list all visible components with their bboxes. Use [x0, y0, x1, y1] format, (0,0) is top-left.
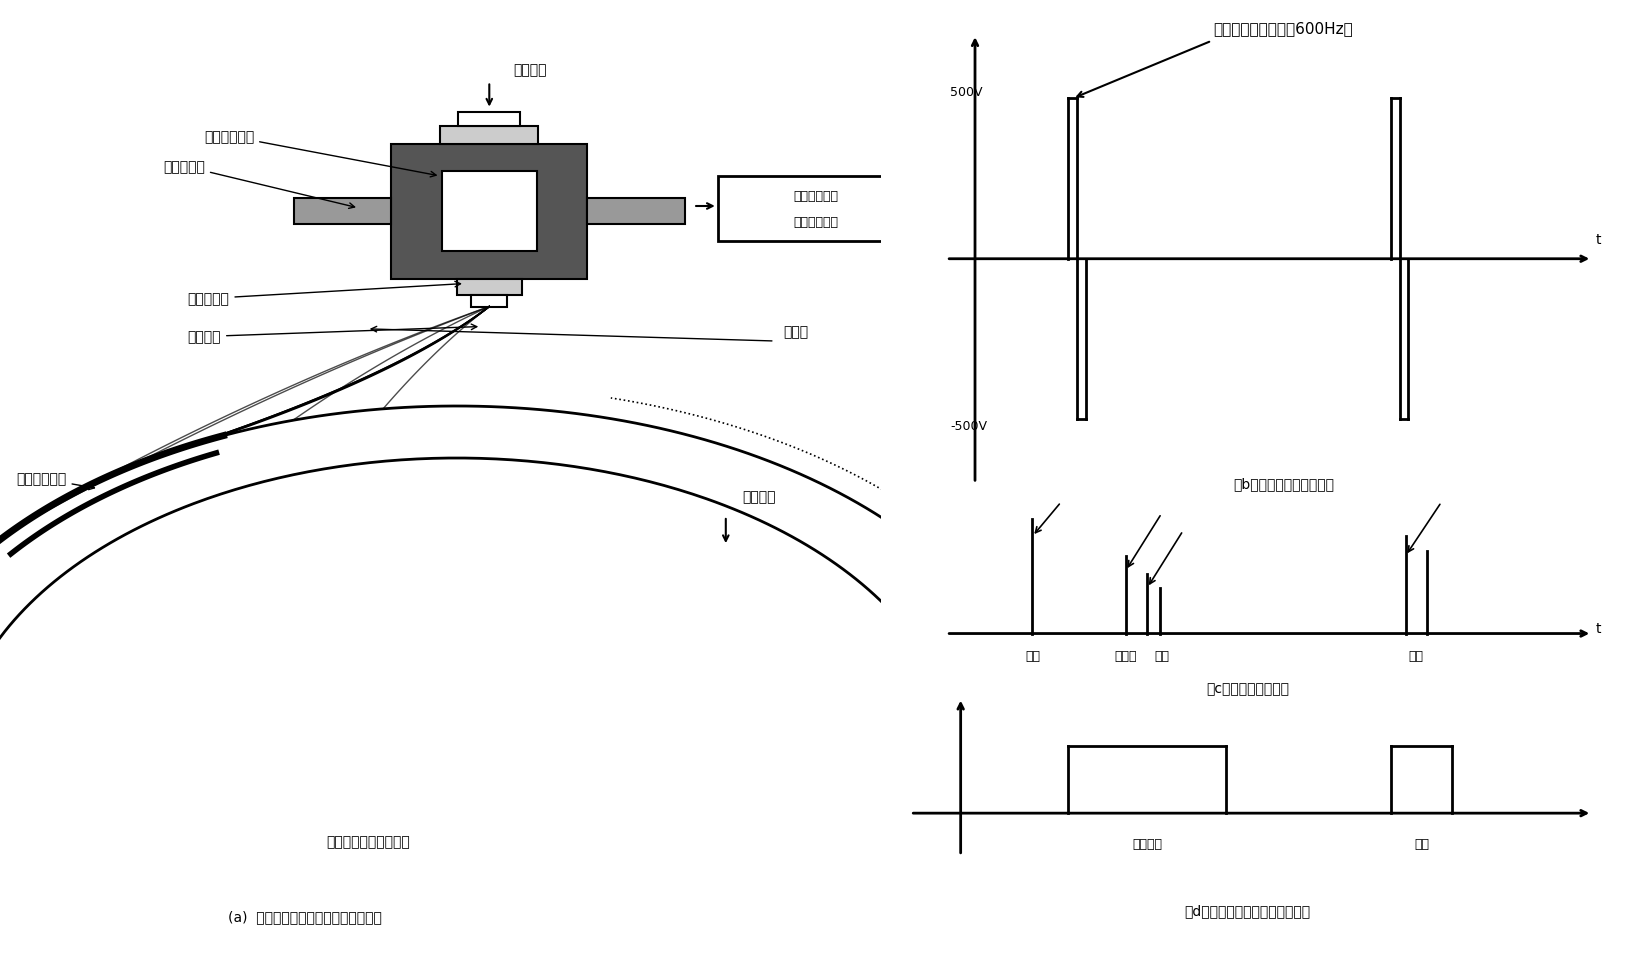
Text: 超声发射电路: 超声发射电路 [792, 190, 838, 203]
Text: 界面波: 界面波 [1113, 649, 1136, 662]
Text: 超声接收电路: 超声接收电路 [792, 216, 838, 229]
Bar [442, 172, 536, 252]
Bar [717, 177, 913, 242]
Bar [458, 112, 520, 126]
Text: 管体折叠缺陷: 管体折叠缺陷 [16, 472, 95, 490]
Text: 钉管的偏心和壁厚不均: 钉管的偏心和壁厚不均 [326, 834, 409, 849]
Text: t: t [1594, 234, 1601, 247]
Text: 500V: 500V [949, 86, 981, 99]
Text: 针酸锄晶片: 针酸锄晶片 [187, 282, 460, 307]
Text: (a)  旋转噴淋耦合波超声测厚技术原理: (a) 旋转噴淋耦合波超声测厚技术原理 [228, 909, 381, 923]
Text: 超声波: 超声波 [782, 325, 807, 338]
Text: 主波: 主波 [1024, 649, 1040, 662]
Bar [587, 199, 685, 225]
Text: -500V: -500V [949, 420, 986, 432]
Text: 超声探头: 超声探头 [513, 63, 548, 78]
Bar [293, 199, 391, 225]
Text: （c）探头输出的信号: （c）探头输出的信号 [1206, 681, 1288, 696]
Text: 正常壁厚: 正常壁厚 [1131, 837, 1162, 850]
Text: （b）宽度极窄的激发脉冲: （b）宽度极窄的激发脉冲 [1232, 477, 1333, 491]
Text: t: t [1594, 621, 1601, 635]
Text: 冲击函数激发信号（600Hz）: 冲击函数激发信号（600Hz） [1213, 21, 1353, 37]
Bar [456, 280, 522, 295]
Text: 两侧进水口: 两侧进水口 [163, 160, 354, 209]
Text: 回波: 回波 [1154, 649, 1169, 662]
Text: 折叠: 折叠 [1413, 837, 1428, 850]
Bar [471, 295, 507, 308]
Text: （d）鑉管壁厚的厚度和折叠脉冲: （d）鑉管壁厚的厚度和折叠脉冲 [1183, 903, 1311, 918]
Text: 折叠: 折叠 [1408, 649, 1423, 662]
Bar [391, 144, 587, 280]
Text: 噴淋水柱: 噴淋水柱 [187, 325, 476, 344]
Text: 旋转方向: 旋转方向 [742, 489, 776, 504]
Text: 水耦合器腔体: 水耦合器腔体 [204, 130, 435, 178]
Bar [440, 126, 538, 144]
